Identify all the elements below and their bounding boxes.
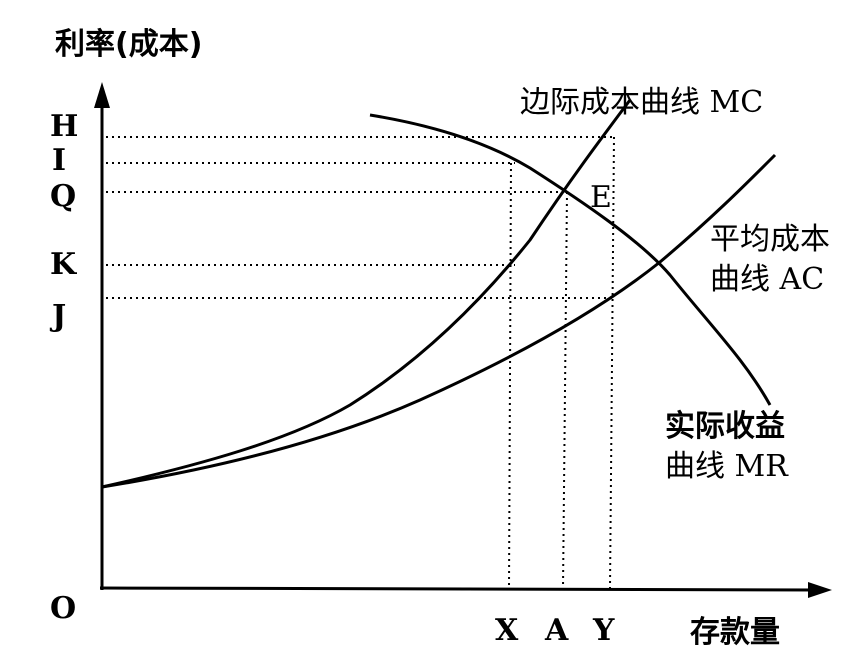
y-axis-label: 利率(成本) (55, 27, 203, 62)
guide-x (508, 162, 512, 589)
x-axis-label: 存款量 (690, 615, 780, 650)
x-axis (99, 586, 821, 592)
origin-label: O (50, 591, 77, 626)
mr-label-line1: 实际收益 (665, 409, 785, 444)
mc-label: 边际成本曲线 MC (520, 85, 764, 120)
x-tick-x: X (495, 613, 519, 648)
x-tick-a: A (545, 613, 569, 648)
x-tick-y: Y (593, 613, 615, 648)
y-tick-q: Q (50, 179, 77, 214)
mc-curve (101, 99, 632, 489)
point-e-label: E (590, 180, 612, 215)
mr-label-line2: 曲线 MR (665, 449, 788, 484)
ac-label-line1: 平均成本 (710, 222, 830, 257)
y-tick-j: J (52, 299, 67, 334)
y-axis-arrowhead (94, 82, 110, 108)
y-tick-k: K (50, 247, 77, 282)
ac-label-line2: 曲线 AC (710, 262, 825, 297)
mr-curve (369, 113, 772, 406)
x-axis-arrowhead (808, 582, 832, 598)
guide-a (562, 191, 568, 589)
y-tick-h: H (50, 109, 79, 144)
y-tick-i: I (52, 143, 67, 178)
ac-curve (101, 153, 777, 489)
